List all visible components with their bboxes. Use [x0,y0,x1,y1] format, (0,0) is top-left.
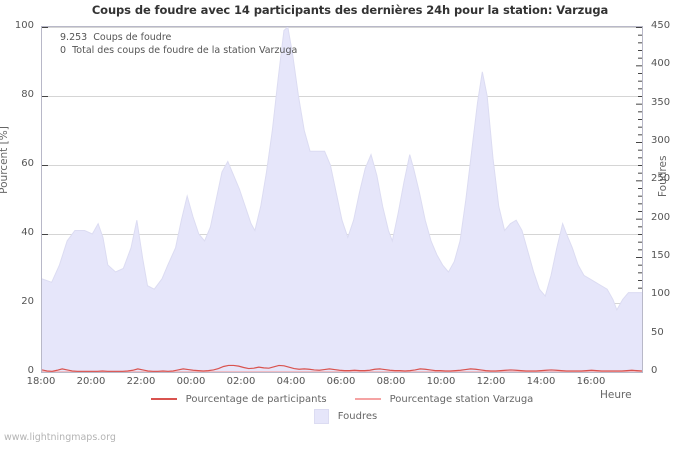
x-tick-0800: 08:00 [376,376,406,387]
y-tick-right-0: 0 [651,365,658,376]
chart-legend: Pourcentage de participants Pourcentage … [41,392,643,424]
x-tick-1000: 10:00 [426,376,456,387]
y-tick-left-20: 20 [21,296,34,307]
x-tick-0600: 06:00 [326,376,356,387]
legend-item-foudres[interactable]: Foudres [307,408,378,424]
chart-title: Coups de foudre avec 14 participants des… [91,3,609,17]
y-tick-right-100: 100 [651,288,671,300]
y-tick-right-50: 50 [651,326,664,338]
plot-annotation: 9.253 Coups de foudre 0 Total des coups … [60,31,297,57]
x-tick-2200: 22:00 [126,376,156,387]
legend-box-swatch-foudres [313,408,329,424]
y-tick-right-300: 300 [651,135,671,146]
y-tick-left-100: 100 [14,20,34,31]
legend-label-station: Pourcentage station Varzuga [389,393,534,405]
legend-item-station[interactable]: Pourcentage station Varzuga [354,393,534,405]
legend-label-participants: Pourcentage de participants [185,393,327,405]
x-tick-1200: 12:00 [476,376,506,387]
y-tick-left-40: 40 [21,227,34,238]
annotation-line-1: 9.253 Coups de foudre [60,31,297,44]
plot-area: 9.253 Coups de foudre 0 Total des coups … [41,26,643,373]
y-tick-left-60: 60 [21,158,34,169]
legend-item-participants[interactable]: Pourcentage de participants [150,393,327,405]
x-tick-0000: 00:00 [176,376,206,387]
annotation-line-2: 0 Total des coups de foudre de la statio… [60,44,297,57]
annotation-1-value: 9.253 [60,32,88,43]
x-tick-1400: 14:00 [526,376,556,387]
y-tick-right-200: 200 [651,211,671,223]
x-tick-0400: 04:00 [276,376,306,387]
y-tick-right-350: 350 [651,96,671,108]
legend-line-swatch-station [354,397,381,401]
watermark-text: www.lightningmaps.org [4,432,116,443]
y-tick-right-450: 450 [651,20,671,31]
legend-label-foudres: Foudres [337,410,378,422]
y-tick-right-250: 250 [651,173,671,185]
x-tick-1800: 18:00 [26,376,56,387]
x-tick-2000: 20:00 [76,376,106,387]
y-tick-left-80: 80 [21,89,34,100]
plot-svg [42,27,642,372]
x-axis-label: Heure [600,389,632,401]
y-tick-right-150: 150 [651,250,671,261]
annotation-2-label: Total des coups de foudre de la station … [72,45,298,56]
legend-line-swatch-participants [150,397,177,401]
x-tick-0200: 02:00 [226,376,256,387]
y-tick-right-400: 400 [651,58,671,70]
annotation-2-value: 0 [60,45,67,56]
y-tick-left-0: 0 [27,365,34,376]
annotation-1-label: Coups de foudre [93,32,172,43]
x-tick-1600: 16:00 [576,376,606,387]
